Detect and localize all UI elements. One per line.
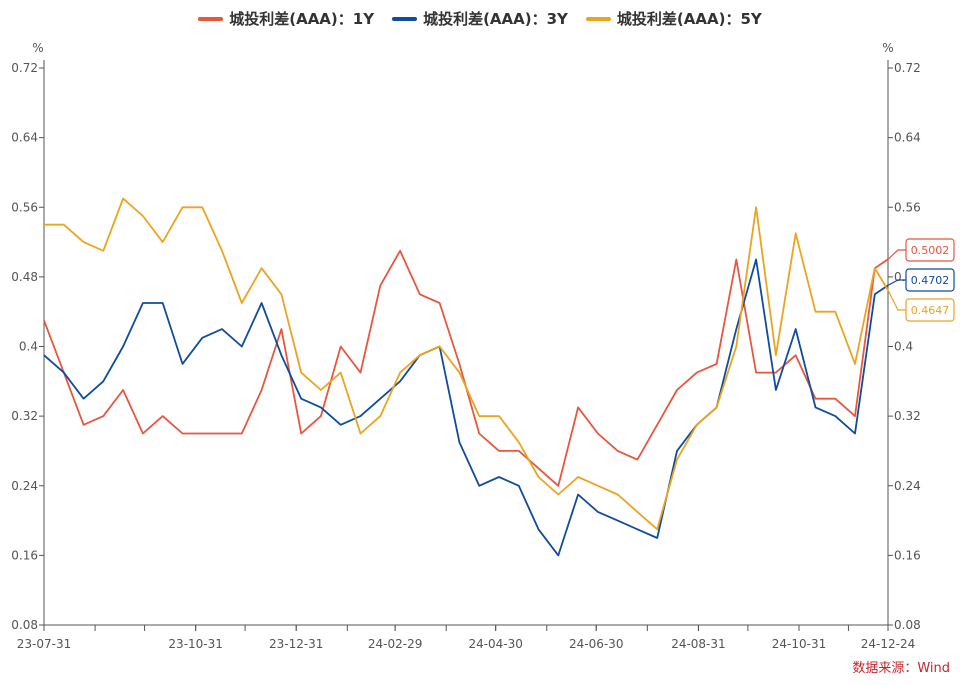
data-source: 数据来源：Wind	[852, 661, 950, 676]
series-line-1y	[43, 249, 889, 487]
x-tick-label: 24-06-30	[569, 637, 623, 651]
end-value-label: 0.4647	[911, 304, 950, 317]
end-label-pointer	[887, 249, 906, 260]
end-label-box	[905, 298, 955, 322]
legend-label-5y: 城投利差(AAA)：5Y	[616, 10, 762, 28]
y-tick-label-left: 0.08	[11, 618, 38, 632]
y-tick-label-left: 0.56	[11, 200, 38, 214]
end-label-pointer	[887, 279, 906, 286]
x-tick-label: 24-08-31	[671, 637, 725, 651]
legend-item-3y[interactable]: 城投利差(AAA)：3Y	[392, 8, 568, 29]
end-label-box	[905, 238, 955, 262]
x-tick-label: 23-07-31	[17, 637, 71, 651]
legend-swatch-1y	[198, 16, 224, 21]
legend-item-1y[interactable]: 城投利差(AAA)：1Y	[198, 8, 374, 29]
legend-swatch-5y	[585, 16, 611, 21]
y-tick-label-left: 0.16	[11, 548, 38, 562]
y-axis-unit-left: %	[32, 41, 43, 55]
end-value-label: 0.5002	[911, 244, 950, 257]
end-label-pointer	[887, 289, 906, 311]
x-tick-label: 23-10-31	[168, 637, 222, 651]
y-tick-label-right: 0.24	[894, 479, 921, 493]
y-tick-label-right: 0.4	[894, 340, 913, 354]
y-tick-label-left: 0.32	[11, 409, 38, 423]
x-tick-label: 24-12-24	[861, 637, 915, 651]
y-tick-label-left: 0.72	[11, 61, 38, 75]
y-tick-label-right: 0.08	[894, 618, 921, 632]
y-tick-label-left: 0.24	[11, 479, 38, 493]
x-tick-label: 24-02-29	[368, 637, 422, 651]
legend-label-1y: 城投利差(AAA)：1Y	[229, 10, 375, 28]
y-tick-label-right: 0.16	[894, 548, 921, 562]
x-tick-label: 24-10-31	[772, 637, 826, 651]
series-line-3y	[43, 258, 889, 557]
y-tick-label-left: 0.64	[11, 131, 38, 145]
series-line-5y	[44, 197, 889, 531]
legend: 城投利差(AAA)：1Y 城投利差(AAA)：3Y 城投利差(AAA)：5Y	[0, 8, 960, 29]
y-tick-label-left: 0.48	[11, 270, 38, 284]
legend-label-3y: 城投利差(AAA)：3Y	[423, 10, 568, 28]
legend-item-5y[interactable]: 城投利差(AAA)：5Y	[585, 8, 762, 29]
end-label-box	[905, 268, 955, 292]
y-tick-label-right: 0.72	[894, 61, 921, 75]
y-axis-unit-right: %	[882, 41, 893, 55]
end-value-label: 0.4702	[911, 274, 950, 287]
y-tick-label-right: 0.56	[894, 200, 921, 214]
y-tick-label-left: 0.4	[19, 340, 38, 354]
x-tick-label: 24-04-30	[468, 637, 522, 651]
x-tick-label: 23-12-31	[269, 637, 323, 651]
legend-swatch-3y	[392, 16, 418, 21]
y-tick-label-right: 0.32	[894, 409, 921, 423]
y-tick-label-right: 0.64	[894, 131, 921, 145]
